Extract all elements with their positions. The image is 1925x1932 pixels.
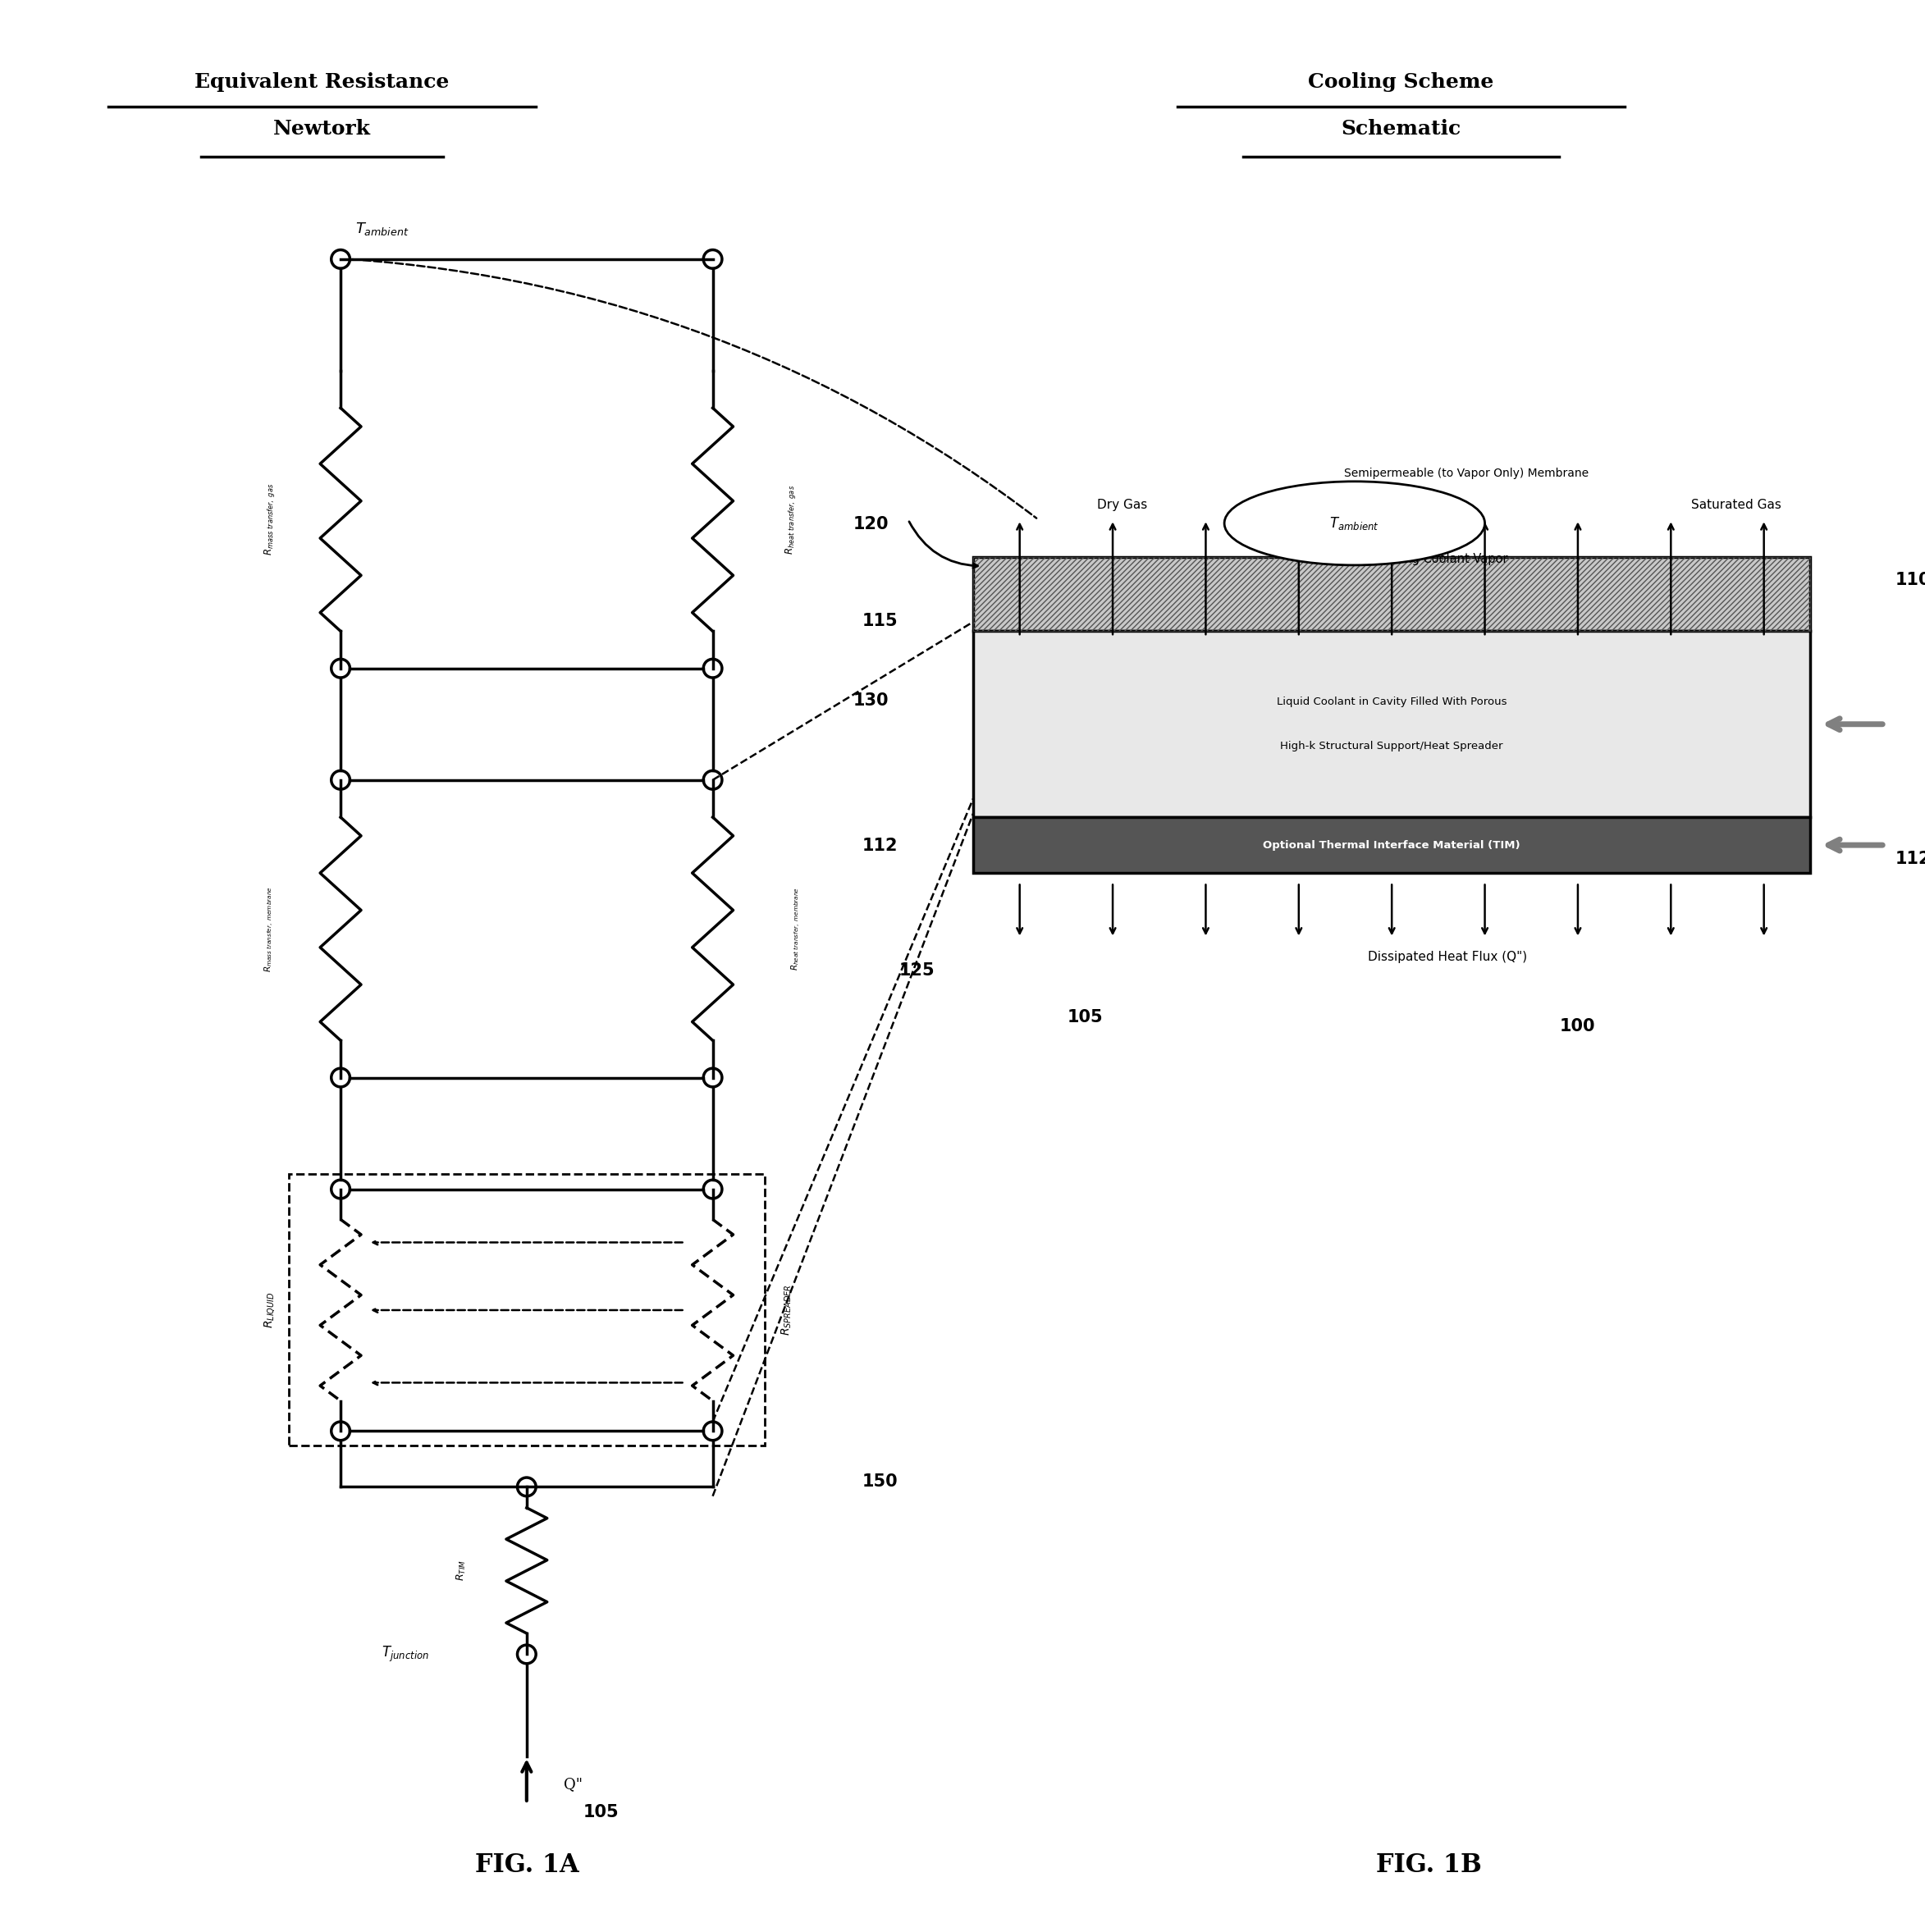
Text: $T_{ambient}$: $T_{ambient}$ [1330, 516, 1380, 531]
Bar [974, 556, 1810, 632]
Text: $R_{mass\ transfer,\ gas}$: $R_{mass\ transfer,\ gas}$ [264, 483, 277, 556]
Text: FIG. 1B: FIG. 1B [1376, 1853, 1482, 1878]
Text: Newtork: Newtork [273, 120, 372, 139]
Text: 125: 125 [899, 962, 936, 980]
Text: 112: 112 [862, 838, 897, 854]
Text: 115: 115 [862, 612, 899, 630]
Text: $T_{junction}$: $T_{junction}$ [381, 1644, 429, 1663]
Text: Permeating Coolant Vapor: Permeating Coolant Vapor [1351, 553, 1507, 566]
Text: Liquid Coolant in Cavity Filled With Porous: Liquid Coolant in Cavity Filled With Por… [1276, 697, 1507, 707]
Text: $R_{heat\ transfer,\ membrane}$: $R_{heat\ transfer,\ membrane}$ [791, 887, 803, 970]
Text: $R_{heat\ transfer,\ gas}$: $R_{heat\ transfer,\ gas}$ [783, 485, 797, 554]
Text: 120: 120 [853, 516, 889, 531]
Text: Dissipated Heat Flux (Q"): Dissipated Heat Flux (Q") [1369, 951, 1527, 964]
Text: 112: 112 [1894, 850, 1925, 867]
Text: Semipermeable (to Vapor Only) Membrane: Semipermeable (to Vapor Only) Membrane [1344, 468, 1588, 479]
Text: 100: 100 [1559, 1018, 1596, 1034]
Text: 130: 130 [853, 692, 889, 709]
Bar [289, 1175, 764, 1445]
Text: Optional Thermal Interface Material (TIM): Optional Thermal Interface Material (TIM… [1263, 840, 1521, 850]
Text: Dry Gas: Dry Gas [1097, 498, 1147, 510]
Bar [974, 817, 1810, 873]
Text: Q": Q" [564, 1777, 583, 1791]
Text: 150: 150 [862, 1474, 899, 1490]
Text: Equivalent Resistance: Equivalent Resistance [194, 73, 449, 93]
Text: Saturated Gas: Saturated Gas [1690, 498, 1781, 510]
Bar [974, 632, 1810, 817]
Ellipse shape [1224, 481, 1484, 566]
Text: High-k Structural Support/Heat Spreader: High-k Structural Support/Heat Spreader [1280, 742, 1503, 752]
Text: 110: 110 [1894, 572, 1925, 587]
Text: FIG. 1A: FIG. 1A [475, 1853, 579, 1878]
Text: 105: 105 [1066, 1009, 1103, 1026]
Text: Schematic: Schematic [1342, 120, 1461, 139]
Text: $R_{TIM}$: $R_{TIM}$ [456, 1559, 468, 1580]
Text: Cooling Scheme: Cooling Scheme [1309, 73, 1494, 93]
Text: $R_{mass\ transfer,\ membrane}$: $R_{mass\ transfer,\ membrane}$ [264, 885, 275, 972]
Text: $R_{LIQUID}$: $R_{LIQUID}$ [264, 1293, 277, 1329]
Text: $T_{ambient}$: $T_{ambient}$ [356, 220, 410, 238]
Text: $R_{SPREADER}$: $R_{SPREADER}$ [780, 1285, 793, 1335]
Text: 105: 105 [583, 1804, 620, 1820]
Bar [974, 556, 1810, 632]
